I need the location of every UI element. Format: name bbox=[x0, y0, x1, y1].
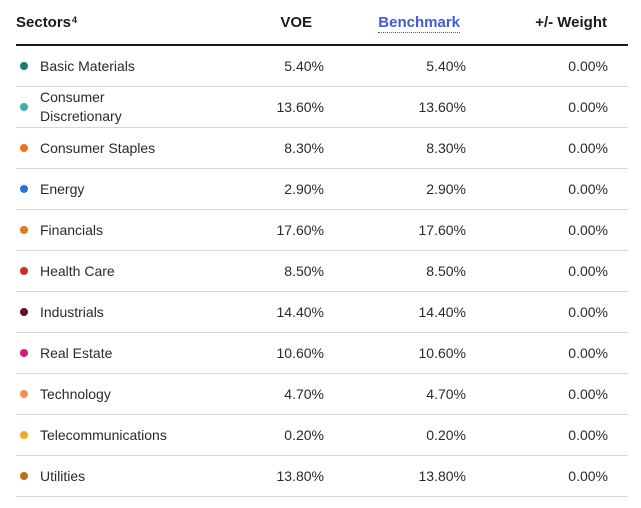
table-row: Utilities 13.80% 13.80% 0.00% bbox=[16, 456, 628, 497]
sectors-column-header: Sectors4 bbox=[16, 14, 77, 32]
voe-weight-value: 5.40% bbox=[284, 58, 324, 74]
table-row: Health Care 8.50% 8.50% 0.00% bbox=[16, 251, 628, 292]
benchmark-weight-value: 17.60% bbox=[418, 222, 466, 238]
sectors-header-label: Sectors bbox=[16, 14, 72, 31]
weight-difference-value: 0.00% bbox=[568, 468, 608, 484]
voe-weight-value: 8.30% bbox=[284, 140, 324, 156]
voe-weight-value: 14.40% bbox=[276, 304, 324, 320]
footnote-marker[interactable]: 4 bbox=[72, 15, 78, 25]
sector-name: Consumer Discretionary bbox=[40, 89, 122, 124]
table-row: Technology 4.70% 4.70% 0.00% bbox=[16, 374, 628, 415]
benchmark-weight-value: 13.80% bbox=[418, 468, 466, 484]
sector-name: Health Care bbox=[40, 262, 115, 279]
voe-weight-value: 8.50% bbox=[284, 263, 324, 279]
sector-color-dot bbox=[20, 472, 28, 480]
voe-weight-value: 4.70% bbox=[284, 386, 324, 402]
sector-name: Telecommunications bbox=[40, 426, 167, 443]
sector-color-dot bbox=[20, 308, 28, 316]
table-row: Real Estate 10.60% 10.60% 0.00% bbox=[16, 333, 628, 374]
sector-color-dot bbox=[20, 185, 28, 193]
voe-weight-value: 13.60% bbox=[276, 99, 324, 115]
voe-weight-value: 2.90% bbox=[284, 181, 324, 197]
sector-name: Utilities bbox=[40, 467, 86, 484]
sector-weights-table: Sectors4 VOE Benchmark +/- Weight Basic … bbox=[16, 0, 628, 497]
weight-difference-value: 0.00% bbox=[568, 427, 608, 443]
table-row: Basic Materials 5.40% 5.40% 0.00% bbox=[16, 46, 628, 87]
sector-name: Industrials bbox=[40, 303, 104, 320]
benchmark-weight-value: 8.50% bbox=[426, 263, 466, 279]
benchmark-weight-value: 10.60% bbox=[418, 345, 466, 361]
sector-name: Financials bbox=[40, 221, 104, 238]
sector-name: Consumer Staples bbox=[40, 139, 156, 156]
table-row: Energy 2.90% 2.90% 0.00% bbox=[16, 169, 628, 210]
sector-color-dot bbox=[20, 103, 28, 111]
weight-difference-value: 0.00% bbox=[568, 140, 608, 156]
sector-name: Basic Materials bbox=[40, 57, 135, 74]
table-row: Financials 17.60% 17.60% 0.00% bbox=[16, 210, 628, 251]
table-row: Consumer Discretionary 13.60% 13.60% 0.00% bbox=[16, 87, 628, 128]
benchmark-weight-value: 0.20% bbox=[426, 427, 466, 443]
sector-color-dot bbox=[20, 431, 28, 439]
sector-color-dot bbox=[20, 226, 28, 234]
weight-difference-value: 0.00% bbox=[568, 181, 608, 197]
sector-color-dot bbox=[20, 390, 28, 398]
benchmark-weight-value: 4.70% bbox=[426, 386, 466, 402]
sector-name: Real Estate bbox=[40, 344, 113, 361]
sector-name: Technology bbox=[40, 385, 111, 402]
weight-difference-value: 0.00% bbox=[568, 386, 608, 402]
weight-column-header: +/- Weight bbox=[535, 14, 607, 31]
table-body: Basic Materials 5.40% 5.40% 0.00% Consumer D… bbox=[16, 46, 628, 497]
table-row: Consumer Staples 8.30% 8.30% 0.00% bbox=[16, 128, 628, 169]
weight-difference-value: 0.00% bbox=[568, 58, 608, 74]
sector-color-dot bbox=[20, 62, 28, 70]
table-row: Telecommunications 0.20% 0.20% 0.00% bbox=[16, 415, 628, 456]
weight-difference-value: 0.00% bbox=[568, 345, 608, 361]
benchmark-weight-value: 5.40% bbox=[426, 58, 466, 74]
weight-difference-value: 0.00% bbox=[568, 222, 608, 238]
voe-weight-value: 10.60% bbox=[276, 345, 324, 361]
weight-difference-value: 0.00% bbox=[568, 99, 608, 115]
weight-difference-value: 0.00% bbox=[568, 263, 608, 279]
table-row: Industrials 14.40% 14.40% 0.00% bbox=[16, 292, 628, 333]
benchmark-column-header-link[interactable]: Benchmark bbox=[378, 14, 460, 33]
voe-column-header: VOE bbox=[280, 14, 312, 31]
benchmark-weight-value: 14.40% bbox=[418, 304, 466, 320]
benchmark-weight-value: 2.90% bbox=[426, 181, 466, 197]
benchmark-weight-value: 8.30% bbox=[426, 140, 466, 156]
weight-difference-value: 0.00% bbox=[568, 304, 608, 320]
benchmark-weight-value: 13.60% bbox=[418, 99, 466, 115]
voe-weight-value: 0.20% bbox=[284, 427, 324, 443]
sector-color-dot bbox=[20, 349, 28, 357]
voe-weight-value: 13.80% bbox=[276, 468, 324, 484]
sector-color-dot bbox=[20, 144, 28, 152]
sector-name: Energy bbox=[40, 180, 85, 197]
voe-weight-value: 17.60% bbox=[276, 222, 324, 238]
table-header: Sectors4 VOE Benchmark +/- Weight bbox=[16, 0, 628, 46]
sector-color-dot bbox=[20, 267, 28, 275]
